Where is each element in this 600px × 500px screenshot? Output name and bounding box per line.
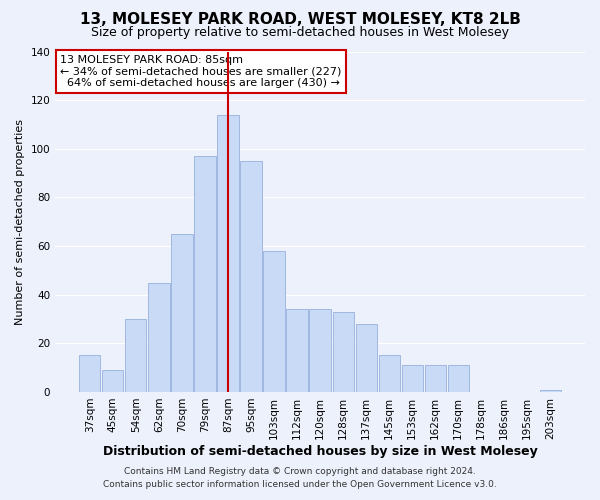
Bar (172, 234, 193, 392)
Bar (194, 156, 215, 392)
Bar (540, 390, 561, 392)
Bar (102, 370, 124, 392)
Bar (286, 310, 308, 392)
Bar (401, 365, 423, 392)
Bar (448, 365, 469, 392)
Bar (148, 282, 170, 392)
Text: 13, MOLESEY PARK ROAD, WEST MOLESEY, KT8 2LB: 13, MOLESEY PARK ROAD, WEST MOLESEY, KT8… (80, 12, 520, 28)
Bar (425, 365, 446, 392)
Text: Size of property relative to semi-detached houses in West Molesey: Size of property relative to semi-detach… (91, 26, 509, 39)
Bar (217, 114, 239, 392)
Bar (241, 161, 262, 392)
Bar (310, 310, 331, 392)
Bar (79, 356, 100, 392)
Bar (379, 356, 400, 392)
Text: 13 MOLESEY PARK ROAD: 85sqm
← 34% of semi-detached houses are smaller (227)
  64: 13 MOLESEY PARK ROAD: 85sqm ← 34% of sem… (61, 55, 342, 88)
Bar (125, 319, 146, 392)
X-axis label: Distribution of semi-detached houses by size in West Molesey: Distribution of semi-detached houses by … (103, 444, 538, 458)
Y-axis label: Number of semi-detached properties: Number of semi-detached properties (15, 118, 25, 324)
Bar (356, 324, 377, 392)
Text: Contains HM Land Registry data © Crown copyright and database right 2024.
Contai: Contains HM Land Registry data © Crown c… (103, 468, 497, 489)
Bar (332, 312, 353, 392)
Bar (263, 251, 284, 392)
